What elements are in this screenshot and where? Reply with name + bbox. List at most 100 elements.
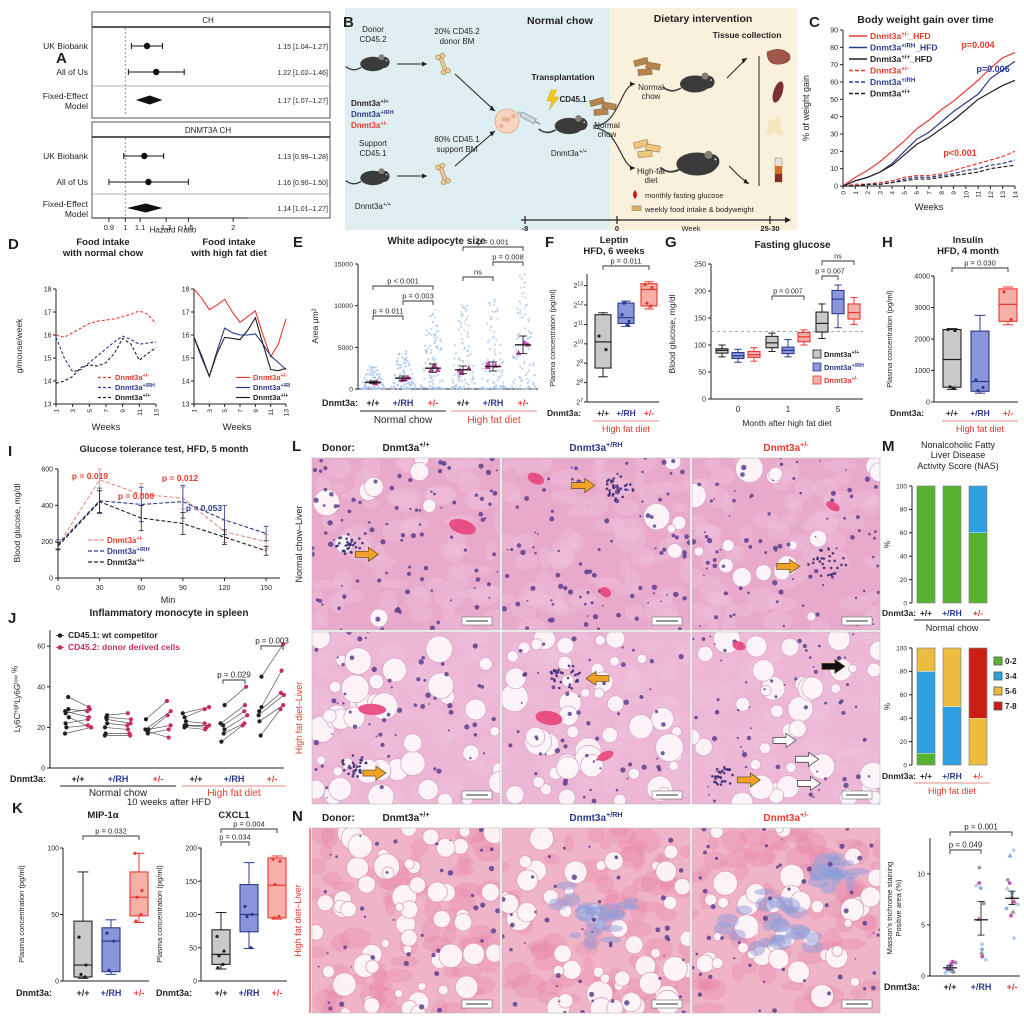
panel-f-label: F: [545, 234, 555, 251]
svg-text:0: 0: [921, 974, 925, 981]
svg-text:High-fat: High-fat: [637, 167, 666, 176]
svg-text:40: 40: [900, 716, 908, 723]
svg-text:0: 0: [903, 762, 907, 769]
svg-text:10: 10: [830, 166, 838, 173]
svg-text:CD45.2: donor derived cells: CD45.2: donor derived cells: [68, 642, 180, 652]
trichrome-stain-image: [312, 828, 500, 1013]
svg-text:30: 30: [830, 132, 838, 139]
svg-text:212: 212: [573, 301, 583, 310]
panel-e-adipocyte-size-chart: 0 5000 10000 15000 Area μm² p = 0.011 p = 0.00…: [310, 238, 538, 426]
svg-text:Dnmt3a+/+: Dnmt3a+/+: [355, 202, 392, 211]
svg-text:+/+: +/+: [920, 771, 932, 781]
svg-text:Dnmt3a:: Dnmt3a:: [322, 398, 358, 408]
svg-text:Dnmt3a:: Dnmt3a:: [882, 608, 916, 618]
panel-k-cytokine-boxplots: 0 50 100 p = 0.032 Plasma concentration (pg/…: [16, 820, 287, 998]
svg-text:+/+: +/+: [214, 988, 227, 998]
svg-text:13: 13: [182, 402, 190, 409]
svg-text:Dnmt3a+/+: Dnmt3a+/+: [870, 88, 910, 98]
he-stain-image: [502, 632, 690, 804]
svg-text:Plasma concentration (pg/ml): Plasma concentration (pg/ml): [885, 290, 894, 388]
he-stain-image: [692, 632, 880, 804]
svg-text:Dnmt3a+/+: Dnmt3a+/+: [551, 149, 588, 158]
svg-text:Weeks: Weeks: [915, 202, 944, 213]
svg-text:% of weight gain: % of weight gain: [801, 75, 811, 141]
svg-text:CD45.2: CD45.2: [359, 35, 387, 44]
svg-text:Donor:: Donor:: [322, 443, 355, 454]
svg-text:UK Biobank: UK Biobank: [43, 151, 89, 161]
panel-b-label: B: [343, 14, 354, 31]
svg-text:High fat diet: High fat diet: [467, 415, 521, 426]
svg-text:0: 0: [615, 224, 619, 232]
svg-text:1.17 [1.07–1.27]: 1.17 [1.07–1.27]: [277, 98, 328, 105]
svg-text:9: 9: [120, 409, 127, 413]
svg-text:90: 90: [179, 585, 187, 592]
svg-text:7: 7: [104, 409, 111, 413]
svg-text:5-6: 5-6: [1005, 687, 1017, 696]
svg-text:3: 3: [207, 409, 214, 413]
svg-text:p = 0.007: p = 0.007: [815, 269, 844, 276]
svg-text:p = 0.049: p = 0.049: [949, 841, 983, 850]
svg-text:11: 11: [976, 191, 983, 198]
svg-text:Normal chow: Normal chow: [89, 788, 148, 798]
svg-text:+/+: +/+: [366, 398, 379, 408]
svg-text:+/RH: +/RH: [970, 408, 990, 418]
svg-text:+/-: +/-: [518, 398, 529, 408]
svg-text:Normal: Normal: [638, 83, 664, 92]
svg-text:0.9: 0.9: [104, 223, 114, 232]
svg-text:3: 3: [877, 191, 884, 195]
svg-text:Dnmt3a+/-: Dnmt3a+/-: [351, 121, 387, 130]
svg-text:+/RH: +/RH: [224, 774, 245, 784]
cytokine-boxes: 0 50 100 p = 0.032 Plasma concentration (pg/…: [16, 820, 287, 998]
panel-n-trichrome-histology: Donor: Dnmt3a+/+ Dnmt3a+/RH Dnmt3a+/- High f…: [293, 810, 881, 1014]
panel-h: H Insulin HFD, 4 month 0 1000 2000 3000 4000…: [882, 234, 1024, 445]
svg-text:Dnmt3a+/RH: Dnmt3a+/RH: [253, 383, 290, 392]
svg-text:Dnmt3a+/-: Dnmt3a+/-: [107, 536, 143, 545]
he-stain-image: [312, 632, 500, 804]
svg-text:Dnmt3a+/RH: Dnmt3a+/RH: [569, 810, 622, 824]
svg-text:0: 0: [834, 184, 838, 191]
svg-text:p = 0.008: p = 0.008: [492, 253, 524, 262]
panel-d-right-title: Food intake with high fat diet: [191, 237, 267, 259]
panel-j-title: Inflammatory monocyte in spleen: [89, 608, 249, 619]
panel-h-label: H: [882, 234, 893, 251]
svg-text:200: 200: [694, 289, 706, 296]
svg-text:Dnmt3a+/+: Dnmt3a+/+: [351, 99, 389, 108]
study-design: Normal chow Dietary intervention Tissue co…: [345, 8, 797, 232]
svg-text:DNMT3A CH: DNMT3A CH: [185, 126, 231, 135]
svg-text:1.15 [1.04–1.27]: 1.15 [1.04–1.27]: [277, 44, 328, 51]
panel-n-label: N: [292, 808, 303, 825]
svg-text:1: 1: [123, 223, 127, 232]
svg-text:Dnmt3a+/+: Dnmt3a+/+: [253, 393, 288, 402]
svg-text:Dietary intervention: Dietary intervention: [654, 13, 753, 25]
svg-text:p = 0.030: p = 0.030: [964, 259, 996, 268]
svg-text:10000: 10000: [334, 303, 353, 310]
trichrome-scatter: 0 5 10 Masson's trichrome staining Positive …: [884, 823, 1020, 992]
svg-text:0: 0: [55, 979, 59, 986]
trichrome-stain-image: [502, 828, 690, 1013]
svg-text:4000: 4000: [914, 274, 930, 281]
svg-text:60: 60: [37, 644, 45, 651]
svg-text:p<0.001: p<0.001: [943, 148, 976, 158]
svg-text:3: 3: [70, 409, 77, 413]
svg-text:15000: 15000: [334, 262, 353, 269]
svg-text:60: 60: [137, 585, 145, 592]
panel-m-nas-stacked-bars: 0 20 40 60 80 100% Dnmt3a: +/+ +/RH +/- Normal cho…: [882, 483, 1017, 796]
svg-text:Plasma concentration (pg/ml): Plasma concentration (pg/ml): [548, 289, 557, 387]
svg-text:20: 20: [830, 149, 838, 156]
panel-d: D Food intake with normal chow Food inta…: [8, 234, 290, 442]
svg-text:+/RH: +/RH: [616, 408, 636, 418]
svg-text:20: 20: [37, 725, 45, 732]
adipocyte-chart: 0 5000 10000 15000 Area μm² p = 0.011 p = 0.00…: [310, 238, 538, 426]
svg-text:diet: diet: [645, 176, 659, 185]
svg-text:+/+: +/+: [71, 774, 84, 784]
svg-text:chow: chow: [642, 92, 661, 101]
svg-text:Model: Model: [65, 101, 88, 111]
panel-n-scatter: 0 5 10 Masson's trichrome staining Positive …: [882, 808, 1024, 1019]
svg-text:Dnmt3a+/-: Dnmt3a+/-: [115, 373, 149, 382]
svg-text:0: 0: [903, 600, 907, 607]
svg-text:0: 0: [193, 979, 197, 986]
svg-text:20: 20: [900, 739, 908, 746]
panel-i: I Glucose tolerance test, HFD, 5 month 0…: [8, 443, 290, 610]
svg-text:13: 13: [154, 409, 161, 417]
svg-text:Donor:: Donor:: [322, 813, 355, 824]
